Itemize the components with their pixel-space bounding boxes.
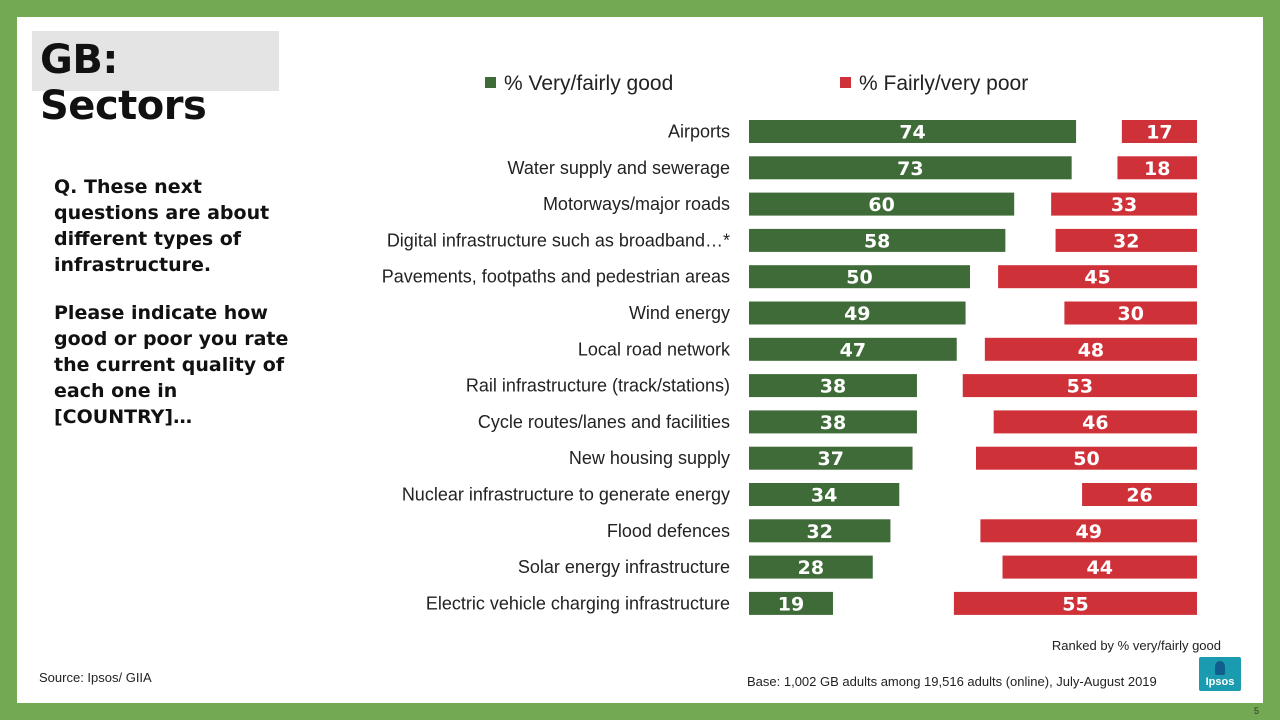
legend-swatch-good — [485, 77, 496, 88]
good-value-label: 19 — [778, 593, 804, 615]
good-bar — [749, 555, 873, 579]
chart-legend: % Very/fairly good % Fairly/very poor — [17, 72, 1263, 100]
question-line-2: Please indicate how good or poor you rat… — [54, 302, 289, 428]
poor-value-label: 49 — [1075, 521, 1101, 543]
good-value-label: 47 — [840, 339, 866, 361]
poor-value-label: 45 — [1084, 267, 1110, 289]
good-bar — [749, 337, 957, 361]
poor-bar — [984, 337, 1197, 361]
poor-bar — [1117, 156, 1197, 180]
good-bar — [749, 446, 913, 470]
poor-bar — [998, 265, 1197, 289]
category-label: Nuclear infrastructure to generate energ… — [402, 485, 730, 505]
good-value-label: 28 — [798, 557, 824, 579]
good-bar — [749, 192, 1015, 216]
poor-value-label: 46 — [1082, 412, 1108, 434]
poor-bar — [976, 446, 1197, 470]
poor-value-label: 26 — [1126, 485, 1152, 507]
poor-bar — [1002, 555, 1197, 579]
ipsos-logo: Ipsos — [1199, 657, 1241, 691]
good-bar — [749, 301, 966, 325]
poor-value-label: 44 — [1087, 557, 1113, 579]
poor-value-label: 18 — [1144, 158, 1170, 180]
poor-value-label: 48 — [1078, 339, 1104, 361]
category-label: Wind energy — [629, 303, 730, 323]
category-label: Cycle routes/lanes and facilities — [478, 412, 730, 432]
poor-bar — [1082, 483, 1197, 506]
category-label: Airports — [668, 122, 730, 142]
good-value-label: 38 — [820, 412, 846, 434]
poor-bar — [1051, 192, 1197, 216]
logo-text: Ipsos — [1205, 676, 1235, 688]
poor-value-label: 53 — [1067, 376, 1093, 398]
poor-bar — [962, 374, 1197, 398]
poor-value-label: 33 — [1111, 194, 1137, 216]
poor-bar — [953, 591, 1197, 615]
good-value-label: 49 — [844, 303, 870, 325]
poor-bar — [1064, 301, 1197, 325]
poor-value-label: 30 — [1117, 303, 1143, 325]
slide: GB: Sectors Q. These next questions are … — [17, 17, 1263, 716]
good-value-label: 34 — [811, 485, 837, 507]
poor-value-label: 17 — [1146, 122, 1172, 144]
legend-label-poor: % Fairly/very poor — [859, 72, 1029, 95]
poor-value-label: 55 — [1062, 593, 1088, 615]
poor-bar — [1055, 228, 1197, 252]
category-label: Rail infrastructure (track/stations) — [466, 376, 730, 396]
good-bar — [749, 228, 1006, 252]
good-value-label: 60 — [868, 194, 894, 216]
good-bar — [749, 374, 917, 398]
good-bar — [749, 410, 917, 434]
base-note: Base: 1,002 GB adults among 19,516 adult… — [747, 674, 1157, 689]
legend-label-good: % Very/fairly good — [504, 72, 674, 95]
good-value-label: 32 — [806, 521, 832, 543]
good-value-label: 58 — [864, 230, 890, 252]
legend-item-poor: % Fairly/very poor — [840, 72, 1028, 96]
category-label: Motorways/major roads — [543, 194, 730, 214]
good-bar — [749, 519, 891, 543]
category-label: Digital infrastructure such as broadband… — [387, 230, 730, 250]
good-value-label: 73 — [897, 158, 923, 180]
bar-chart: Airports 74 17 Water supply and sewerage 73 1… — [382, 120, 1197, 615]
question-line-1: Q. These next questions are about differ… — [54, 176, 270, 276]
source-note: Source: Ipsos/ GIIA — [39, 670, 152, 685]
good-bar — [749, 483, 900, 506]
good-value-label: 38 — [820, 376, 846, 398]
category-label: Electric vehicle charging infrastructure — [426, 593, 730, 613]
category-label: New housing supply — [569, 448, 730, 468]
good-value-label: 37 — [818, 448, 844, 470]
poor-bar — [980, 519, 1197, 543]
good-value-label: 74 — [899, 122, 925, 144]
category-label: Local road network — [578, 339, 731, 359]
category-label: Pavements, footpaths and pedestrian area… — [382, 267, 730, 287]
good-bar — [749, 156, 1072, 180]
legend-swatch-poor — [840, 77, 851, 88]
category-label: Solar energy infrastructure — [518, 557, 730, 577]
page-title: GB: Sectors — [40, 37, 207, 129]
logo-mark-icon — [1215, 661, 1225, 675]
ranked-note: Ranked by % very/fairly good — [1051, 638, 1221, 653]
good-bar — [749, 591, 833, 615]
legend-item-good: % Very/fairly good — [485, 72, 673, 96]
title-box: GB: Sectors — [32, 31, 279, 129]
category-label: Water supply and sewerage — [508, 158, 730, 178]
poor-bar — [993, 410, 1197, 434]
good-value-label: 50 — [846, 267, 872, 289]
page-number: 5 — [1253, 706, 1259, 716]
good-bar — [749, 265, 970, 289]
poor-value-label: 50 — [1073, 448, 1099, 470]
poor-bar — [1121, 120, 1197, 143]
good-bar — [749, 120, 1077, 143]
question-text: Q. These next questions are about differ… — [54, 174, 304, 452]
poor-value-label: 32 — [1113, 230, 1139, 252]
category-label: Flood defences — [607, 521, 730, 541]
